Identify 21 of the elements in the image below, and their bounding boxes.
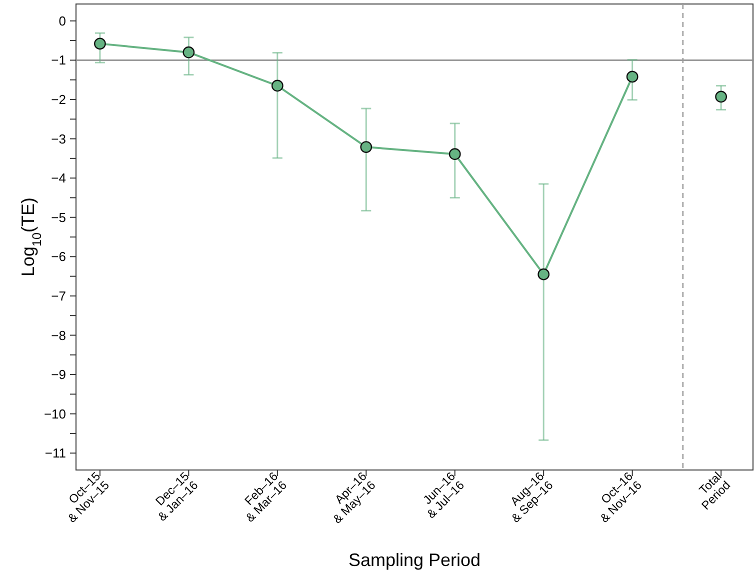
x-axis-title: Sampling Period <box>348 550 481 570</box>
y-tick-label: −8 <box>51 328 66 343</box>
point <box>538 268 550 280</box>
point <box>626 70 638 83</box>
y-tick-label: −9 <box>51 367 66 382</box>
y-tick-label: −2 <box>51 92 66 108</box>
y-tick-label: −11 <box>44 446 66 461</box>
y-tick-label: −4 <box>51 170 66 186</box>
y-tick-label: −10 <box>44 406 66 422</box>
y-tick-label: 0 <box>58 13 66 28</box>
y-tick-label: −6 <box>51 249 66 264</box>
point <box>715 90 728 103</box>
point <box>182 46 195 58</box>
y-tick-label: −3 <box>51 131 66 146</box>
point <box>94 38 106 50</box>
y-tick-label: −1 <box>51 52 66 68</box>
y-tick-label: −7 <box>51 288 66 304</box>
y-tick-label: −5 <box>51 210 66 225</box>
point <box>448 148 461 160</box>
point <box>360 141 372 153</box>
point <box>271 80 284 92</box>
